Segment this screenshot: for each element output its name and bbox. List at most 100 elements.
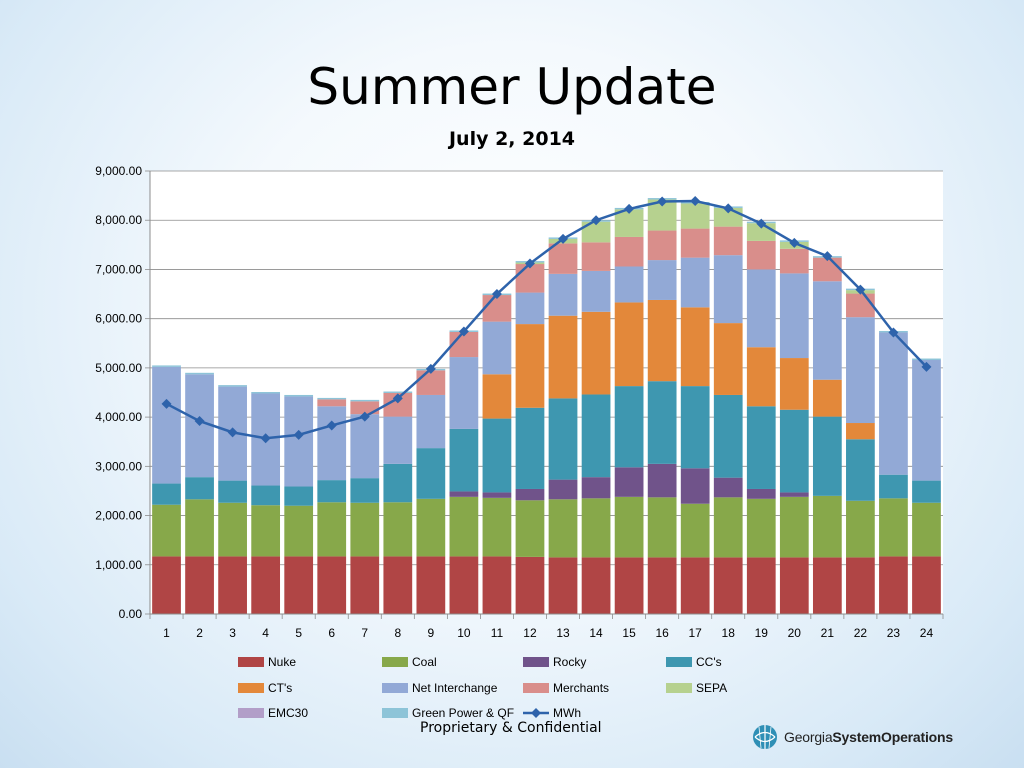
bar-segment (350, 399, 380, 402)
bar-segment (779, 496, 809, 558)
bar-segment (317, 399, 347, 407)
bar-segment (812, 379, 842, 417)
mwh-line-point (756, 218, 767, 229)
bar-segment (779, 273, 809, 359)
bar-segment (912, 480, 941, 503)
bar-segment (614, 557, 644, 614)
mwh-line-point (194, 416, 205, 427)
legend-label: CT's (268, 681, 292, 695)
chart-axes: 0.00 1,000.00 2,000.00 3,000.00 4,000.00 5,00… (95, 164, 944, 640)
mwh-line-point (690, 196, 701, 207)
bar-segment (218, 480, 247, 503)
bar-segment (614, 236, 644, 267)
mwh-line-point (425, 363, 436, 374)
y-tick-label: 8,000.00 (95, 213, 142, 227)
bar-segment (713, 477, 743, 498)
bar-segment (746, 488, 776, 499)
bar-segment (846, 500, 875, 558)
bar-segment (350, 502, 380, 557)
bar-segment (548, 479, 578, 500)
bar-segment (515, 292, 545, 325)
bar-segment (449, 496, 479, 557)
legend-swatch (666, 683, 692, 693)
bar-segment (846, 557, 875, 614)
mwh-line-point (491, 289, 502, 300)
bar-segment (416, 556, 446, 614)
mwh-line-point (591, 215, 602, 226)
bar-segment (812, 495, 842, 558)
legend-swatch (523, 683, 549, 693)
bar-segment (416, 394, 446, 449)
legend-swatch (238, 683, 264, 693)
x-tick-label: 24 (920, 626, 934, 640)
bar-segment (581, 270, 611, 312)
bar-segment (713, 226, 743, 256)
bar-segment (416, 498, 446, 557)
bar-segment (317, 406, 347, 481)
bar-segment (350, 401, 380, 415)
bar-segment (185, 556, 214, 614)
x-tick-label: 3 (229, 626, 236, 640)
bar-segment (515, 488, 545, 501)
bar-segment (779, 492, 809, 497)
bar-segment (746, 240, 776, 270)
bar-segment (416, 370, 446, 395)
bar-segment (251, 505, 281, 557)
chart-bars (152, 198, 941, 614)
plot-area (150, 171, 943, 614)
bar-segment (647, 230, 677, 261)
bar-segment (879, 474, 908, 499)
bar-segment (185, 372, 214, 375)
bar-segment (746, 498, 776, 558)
bar-segment (879, 556, 908, 614)
bar-segment (482, 418, 512, 493)
legend-line-marker (531, 708, 541, 718)
bar-segment (647, 557, 677, 614)
bar-segment (416, 448, 446, 499)
bar-segment (482, 295, 512, 322)
bar-segment (251, 485, 281, 506)
bar-segment (548, 273, 578, 316)
bar-segment (746, 269, 776, 348)
bar-segment (581, 498, 611, 558)
bar-segment (581, 477, 611, 499)
bar-segment (614, 496, 644, 558)
bar-segment (680, 257, 710, 308)
bar-segment (614, 209, 644, 237)
x-tick-label: 10 (457, 626, 471, 640)
bar-segment (647, 299, 677, 382)
legend-swatch (382, 708, 408, 718)
chart-mwh-line (161, 196, 932, 444)
bar-segment (581, 242, 611, 271)
logo-text: GeorgiaSystemOperations (784, 729, 953, 745)
x-tick-label: 19 (755, 626, 769, 640)
bar-segment (152, 556, 181, 614)
x-tick-label: 9 (428, 626, 435, 640)
legend-label: Merchants (553, 681, 609, 695)
legend-label: CC's (696, 655, 722, 669)
mwh-line-point (855, 284, 866, 295)
bar-segment (185, 499, 214, 557)
legend-swatch (238, 708, 264, 718)
bar-segment (350, 478, 380, 503)
bar-segment (680, 386, 710, 469)
bar-segment (779, 557, 809, 614)
bar-segment (912, 358, 941, 361)
legend-label: Rocky (553, 655, 586, 669)
x-tick-label: 21 (821, 626, 835, 640)
bar-segment (350, 556, 380, 614)
mwh-line-point (657, 196, 668, 207)
bar-segment (647, 497, 677, 558)
x-tick-label: 4 (262, 626, 269, 640)
mwh-line-point (789, 237, 800, 248)
x-tick-label: 18 (722, 626, 736, 640)
bar-segment (680, 557, 710, 614)
bar-segment (912, 502, 941, 557)
mwh-line-point (624, 203, 635, 214)
bar-segment (284, 486, 314, 506)
bar-segment (317, 480, 347, 503)
y-tick-label: 6,000.00 (95, 312, 142, 326)
legend-swatch (382, 657, 408, 667)
bar-segment (383, 556, 413, 614)
